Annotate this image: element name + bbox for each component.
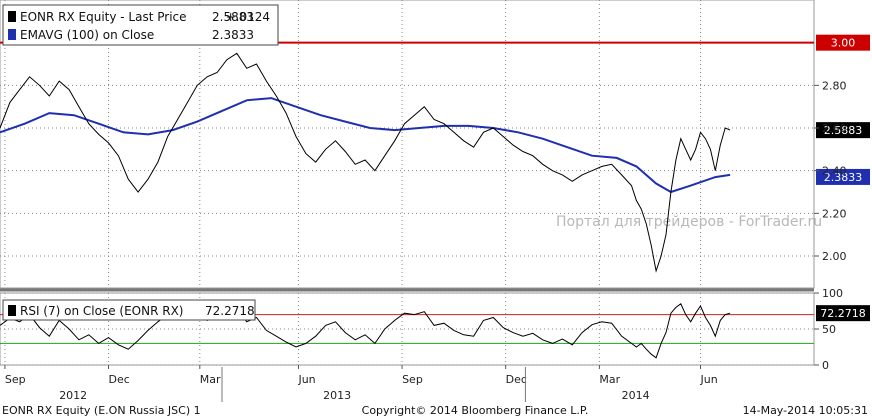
rsi-series-line xyxy=(0,303,731,359)
ema-label-text: 2.3833 xyxy=(824,171,863,184)
x-year-label: 2013 xyxy=(323,389,351,402)
rsi-legend-value: 72.2718 xyxy=(205,304,255,318)
rsi-y-tick-label: 100 xyxy=(822,287,843,300)
x-month-label: Jun xyxy=(297,373,315,386)
rsi-y-tick-label: 0 xyxy=(822,359,829,372)
price-grid xyxy=(0,0,814,288)
price-y-tick-label: 2.40 xyxy=(822,165,847,178)
last-price-value-label: 2.5883 xyxy=(816,122,870,139)
price-y-tick-label: 2.80 xyxy=(822,79,847,92)
price-y-axis: 2.00 2.20 2.40 2.60 2.80 xyxy=(814,79,847,263)
price-legend: EONR RX Equity - Last Price 2.5883 +.012… xyxy=(2,4,279,46)
price-legend-value: 2.5883 xyxy=(212,10,254,24)
x-year-label: 2014 xyxy=(622,389,650,402)
rsi-legend-label: RSI (7) on Close (EONR RX) xyxy=(20,304,183,318)
x-month-label: Sep xyxy=(402,373,423,386)
price-legend-change: +.0124 xyxy=(226,10,270,24)
x-month-label: Dec xyxy=(506,373,527,386)
watermark: Портал для трейдеров - ForTrader.ru xyxy=(556,214,822,230)
footer-center: Copyright© 2014 Bloomberg Finance L.P. xyxy=(362,404,589,417)
ema-series-line xyxy=(0,97,731,194)
resistance-label-text: 3.00 xyxy=(831,37,856,50)
price-y-tick-label: 2.00 xyxy=(822,250,847,263)
price-y-tick-label: 2.20 xyxy=(822,207,847,220)
footer-left: EONR RX Equity (E.ON Russia JSC) 1 xyxy=(2,404,201,417)
x-year-label: 2012 xyxy=(59,389,87,402)
x-month-label: Sep xyxy=(5,373,26,386)
price-series-line xyxy=(0,52,731,273)
rsi-legend-box xyxy=(2,299,256,321)
ema-legend-label: EMAVG (100) on Close xyxy=(20,28,154,42)
price-legend-label: EONR RX Equity - Last Price xyxy=(20,10,187,24)
rsi-legend: RSI (7) on Close (EONR RX) 72.2718 xyxy=(2,299,256,321)
x-month-label: Mar xyxy=(200,373,221,386)
resistance-value-label: 3.00 xyxy=(816,34,870,51)
price-legend-swatch xyxy=(8,11,16,22)
x-axis: Sep Dec Mar Jun Sep Dec Mar Jun 2012 2013 2014 xyxy=(4,365,718,402)
price-legend-box xyxy=(2,4,279,46)
last-price-label-bg xyxy=(816,122,870,139)
x-month-label: Dec xyxy=(109,373,130,386)
price-panel-frame xyxy=(0,0,815,289)
ema-legend-value: 2.3833 xyxy=(212,28,254,42)
rsi-grid xyxy=(0,292,814,366)
rsi-value-label: 72.2718 xyxy=(816,305,870,322)
x-month-label: Jun xyxy=(700,373,718,386)
footer-right: 14-May-2014 10:05:31 xyxy=(743,404,868,417)
rsi-label-bg xyxy=(816,305,870,322)
rsi-legend-swatch xyxy=(8,305,16,316)
ema-value-label: 2.3833 xyxy=(816,168,870,185)
rsi-y-tick-label: 50 xyxy=(822,323,836,336)
x-month-label: Mar xyxy=(599,373,620,386)
rsi-y-axis: 0 50 100 xyxy=(814,287,843,372)
price-y-tick-label: 2.60 xyxy=(822,122,847,135)
ema-legend-swatch xyxy=(8,29,16,40)
ema-label-bg xyxy=(816,168,870,185)
rsi-label-text: 72.2718 xyxy=(820,307,866,320)
resistance-label-bg xyxy=(816,34,870,51)
last-price-label-text: 2.5883 xyxy=(824,124,863,137)
